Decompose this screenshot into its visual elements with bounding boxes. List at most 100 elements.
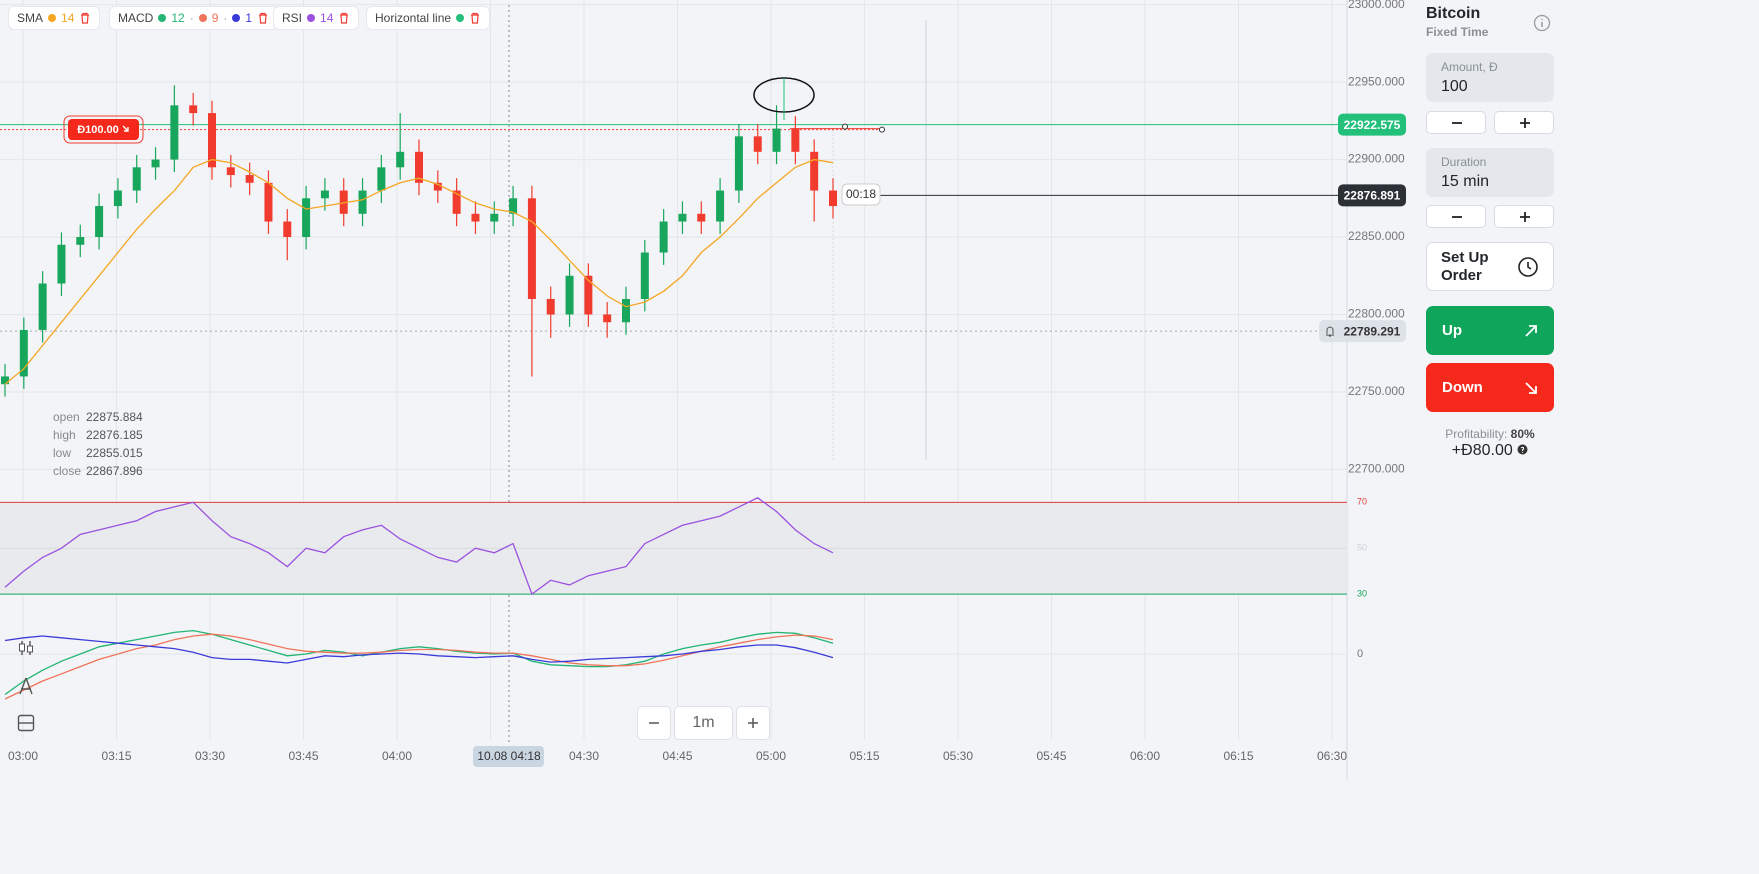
zoom-out[interactable]: [637, 706, 671, 740]
crosshair-time: 10.08 04:18: [477, 749, 541, 763]
candle-body: [226, 167, 235, 176]
handle: [879, 126, 885, 133]
candle-body: [546, 298, 555, 315]
candle-body: [396, 151, 405, 168]
duration-plus[interactable]: [1494, 205, 1554, 228]
arrow-icon: [1525, 381, 1537, 394]
setup-order[interactable]: Set Up Order: [1426, 242, 1554, 291]
label: SMA: [17, 11, 44, 25]
time-label: 05:45: [1036, 749, 1066, 763]
down-button[interactable]: Down: [1426, 363, 1554, 412]
ohlc-value: 22876.185: [86, 428, 143, 442]
candle-body: [264, 182, 273, 222]
sidebar: Bitcoin Fixed Time Amount, Đ 100 Duration…: [1410, 0, 1759, 874]
field-value: 100: [1441, 78, 1468, 95]
field-label: Duration: [1441, 155, 1487, 169]
trade-tag: [68, 119, 139, 140]
ohlc-value: 22855.015: [86, 446, 143, 460]
macd-line: [4, 629, 834, 696]
delete-icon[interactable]: [79, 12, 91, 24]
rsi-tick: 30: [1357, 588, 1367, 598]
candle-body: [283, 221, 292, 238]
candle-body: [1, 376, 9, 385]
candle-body: [320, 190, 329, 199]
rsi-line: [4, 497, 834, 596]
time-label: 04:30: [569, 749, 599, 763]
help-icon[interactable]: [1517, 444, 1528, 455]
profitability: Profitability: 80%: [1426, 427, 1554, 441]
amount-field[interactable]: Amount, Đ 100: [1426, 53, 1554, 102]
candle-body: [471, 213, 480, 222]
payout-value: +Đ80.00: [1451, 442, 1513, 459]
ohlc-label: close: [53, 464, 81, 478]
arrow-icon: [1525, 324, 1537, 337]
zoom-in[interactable]: [736, 706, 770, 740]
candle-body: [791, 128, 800, 152]
drawing-tool[interactable]: [8, 670, 44, 702]
amount-minus[interactable]: [1426, 111, 1486, 134]
price-label: 22900.000: [1348, 152, 1405, 166]
macd-line: [4, 635, 834, 664]
label: Horizontal line: [375, 11, 452, 25]
dot: [198, 14, 207, 22]
interval[interactable]: 1m: [674, 706, 733, 740]
time-label: 03:45: [288, 749, 318, 763]
chart-type-tool[interactable]: [8, 632, 44, 664]
candle-body: [189, 105, 198, 114]
candle-body: [490, 213, 499, 222]
candle-body: [76, 237, 85, 245]
ohlc-label: high: [53, 428, 76, 442]
layout-tool[interactable]: [8, 707, 44, 739]
info-icon[interactable]: [1533, 14, 1551, 32]
hline-chip[interactable]: Horizontal line: [367, 7, 490, 29]
sma-chip[interactable]: SMA 14: [9, 7, 100, 29]
candle-body: [640, 252, 649, 299]
macd-chip[interactable]: MACD 12 · 9 · 1: [110, 7, 278, 29]
candle-body: [584, 275, 593, 315]
candle-body: [132, 167, 141, 191]
trade-tag-border: [63, 115, 144, 144]
delete-icon[interactable]: [338, 12, 350, 24]
candle-body: [208, 113, 216, 168]
amount-plus[interactable]: [1494, 111, 1554, 134]
profit-label: Profitability:: [1445, 427, 1508, 441]
rsi-chip[interactable]: RSI 14: [274, 7, 359, 29]
profit-value: 80%: [1510, 427, 1535, 441]
candle-body: [377, 167, 386, 191]
up-button[interactable]: Up: [1426, 306, 1554, 355]
field-label: Amount, Đ: [1441, 60, 1498, 74]
dot: [307, 14, 316, 22]
price-label: 22850.000: [1348, 229, 1405, 243]
candle-body: [245, 175, 254, 183]
asset-name: Bitcoin: [1426, 5, 1481, 22]
label: RSI: [282, 11, 303, 25]
time-label: 03:30: [195, 749, 225, 763]
duration-minus[interactable]: [1426, 205, 1486, 228]
time-label: 04:45: [662, 749, 692, 763]
chart: 03:0003:1503:3003:4504:0004:1504:3004:45…: [0, 0, 1406, 780]
candle-body: [452, 190, 461, 214]
candle-body: [697, 213, 706, 222]
price-tag: [1338, 113, 1406, 136]
separator: ·: [223, 11, 228, 25]
price-label: 22700.000: [1348, 462, 1405, 476]
time-label: 06:15: [1223, 749, 1253, 763]
button-label: Set Up Order: [1441, 248, 1489, 284]
crosshair-tag: [473, 746, 544, 767]
delete-icon[interactable]: [469, 12, 481, 24]
time-label: 06:00: [1130, 749, 1160, 763]
time-label: 05:15: [849, 749, 879, 763]
candle-body: [113, 190, 122, 207]
candle-body: [415, 151, 423, 183]
duration-field[interactable]: Duration 15 min: [1426, 148, 1554, 197]
candle-body: [565, 275, 574, 315]
price-tag: [1319, 320, 1406, 343]
candle-body: [170, 105, 179, 160]
dot: [158, 14, 167, 22]
param: 9: [211, 11, 219, 25]
price-tag: [1338, 184, 1406, 207]
rsi-tick: 50: [1357, 543, 1367, 553]
param: 14: [61, 11, 75, 25]
sma-line: [4, 158, 834, 385]
delete-icon[interactable]: [257, 12, 269, 24]
